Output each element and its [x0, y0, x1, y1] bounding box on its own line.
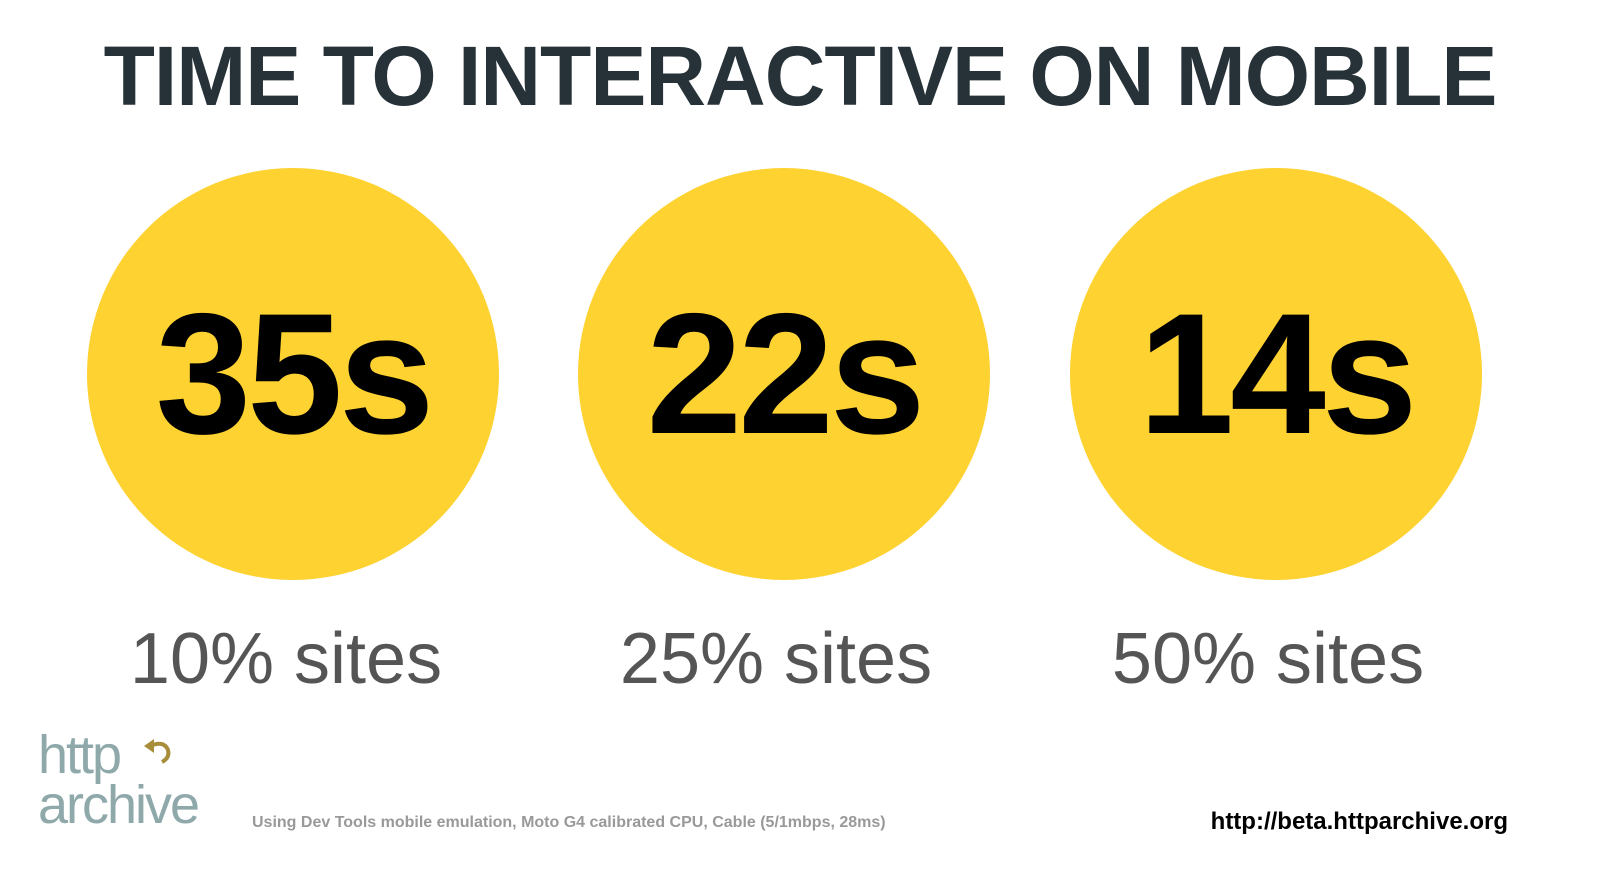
stat-value: 14s: [1138, 278, 1418, 470]
stat-label: 10% sites: [129, 619, 443, 699]
stat-value: 35s: [155, 278, 435, 470]
stat-value: 22s: [646, 278, 926, 470]
stat-circle-10pct: 35s: [87, 168, 499, 580]
stat-circle-25pct: 22s: [578, 168, 990, 580]
stat-label: 25% sites: [619, 619, 933, 699]
page-title: TIME TO INTERACTIVE ON MOBILE: [103, 29, 1498, 123]
stat-circle-50pct: 14s: [1070, 168, 1482, 580]
logo-arrow-icon: [144, 739, 171, 764]
logo-text-archive: archive: [38, 775, 200, 835]
httparchive-logo: http archive: [38, 725, 200, 835]
site-url[interactable]: http://beta.httparchive.org: [1210, 808, 1508, 835]
stat-label: 50% sites: [1111, 619, 1425, 699]
logo-text-http: http: [38, 725, 122, 785]
methodology-note: Using Dev Tools mobile emulation, Moto G…: [252, 814, 886, 831]
